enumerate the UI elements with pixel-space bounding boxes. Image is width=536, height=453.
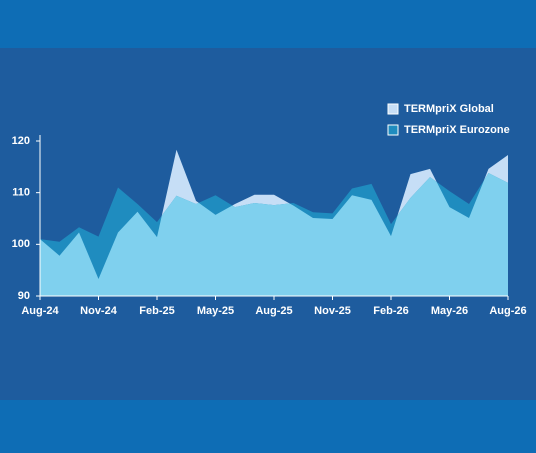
- x-tick-label: May-25: [197, 305, 234, 317]
- top-band: [0, 0, 536, 48]
- y-tick-label: 90: [18, 290, 30, 302]
- legend-label: TERMpriX Eurozone: [404, 124, 510, 136]
- y-tick-label: 100: [12, 238, 30, 250]
- x-tick-label: Aug-24: [21, 305, 59, 317]
- legend-swatch: [387, 103, 399, 115]
- x-tick-label: Aug-26: [489, 305, 526, 317]
- y-tick-label: 120: [12, 135, 30, 147]
- legend-swatch: [387, 124, 399, 136]
- overlap-area: [40, 173, 508, 296]
- x-tick-label: Nov-24: [80, 305, 118, 317]
- x-tick-label: Nov-25: [314, 305, 351, 317]
- legend-label: TERMpriX Global: [404, 103, 494, 115]
- x-tick-label: Feb-26: [373, 305, 408, 317]
- y-tick-label: 110: [12, 187, 30, 199]
- x-tick-label: Aug-25: [255, 305, 292, 317]
- bottom-band: [0, 400, 536, 453]
- x-tick-label: May-26: [431, 305, 468, 317]
- x-tick-label: Feb-25: [139, 305, 174, 317]
